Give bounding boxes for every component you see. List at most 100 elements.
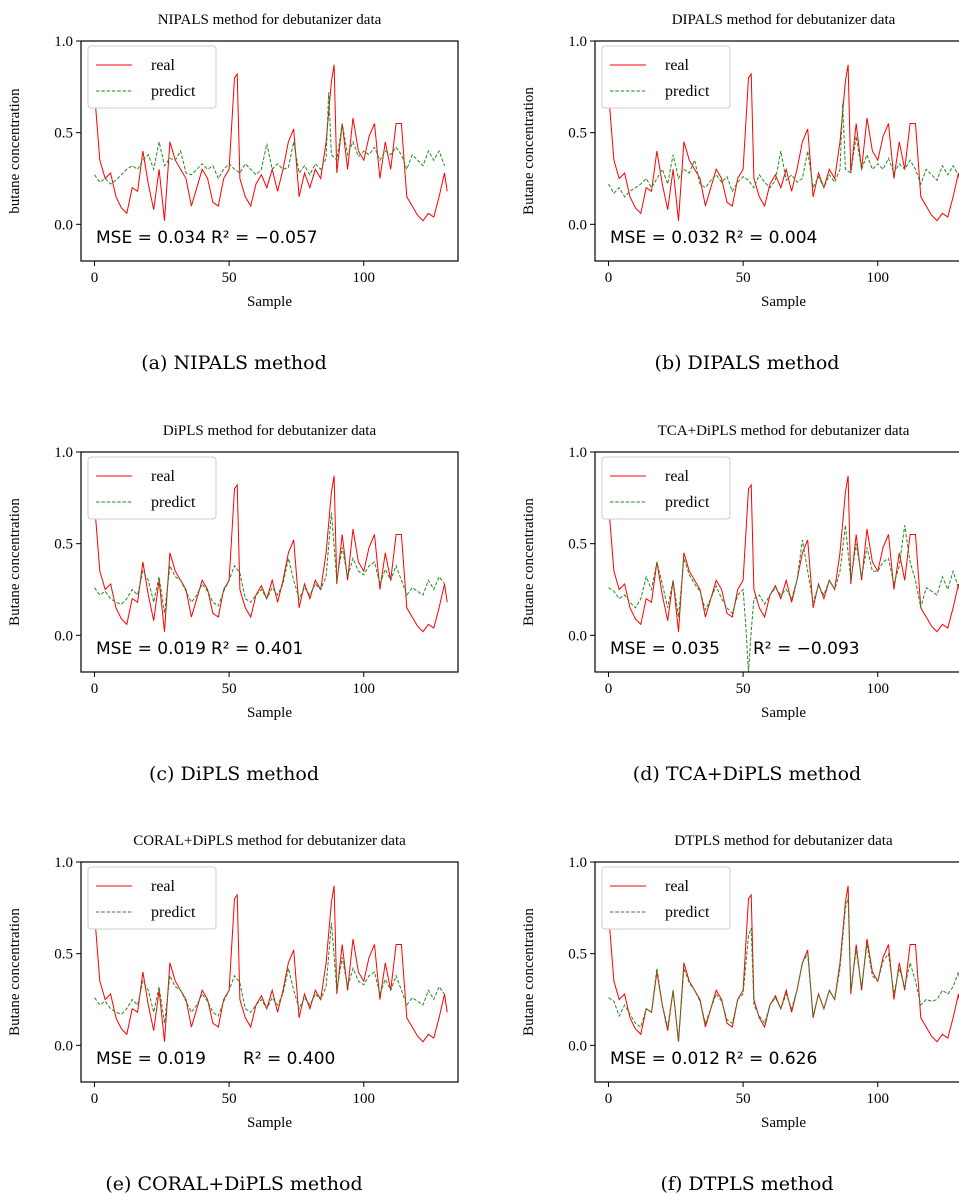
legend-label-real: real xyxy=(665,878,690,895)
chart-title: NIPALS method for debutanizer data xyxy=(158,12,382,28)
y-axis-label: butane concentration xyxy=(7,88,23,214)
chart-panel-e: CORAL+DiPLS method for debutanizer data 0… xyxy=(7,833,459,1194)
y-tick-label: 0.5 xyxy=(568,537,587,553)
legend-box xyxy=(601,456,731,520)
y-tick-label: 1.0 xyxy=(54,34,73,50)
y-tick-label: 0.5 xyxy=(568,947,587,963)
x-tick-label: 0 xyxy=(605,681,613,697)
y-tick-label: 0.0 xyxy=(54,217,73,233)
r2-annotation: R² = 0.401 xyxy=(211,639,303,659)
chart-title: CORAL+DiPLS method for debutanizer data xyxy=(133,833,406,849)
mse-annotation: MSE = 0.019 xyxy=(96,1049,206,1069)
x-tick-label: 100 xyxy=(353,1091,376,1107)
legend: real predict xyxy=(601,45,731,109)
series-line-predict xyxy=(94,922,445,1024)
legend-box xyxy=(601,866,731,930)
legend-label-real: real xyxy=(151,878,176,895)
panel-caption: (b) DIPALS method xyxy=(655,352,840,374)
y-tick-label: 0.0 xyxy=(568,1038,587,1054)
mse-annotation: MSE = 0.019 xyxy=(96,639,206,659)
x-tick-label: 0 xyxy=(91,681,99,697)
chart-panel-a: NIPALS method for debutanizer data 0 50 100… xyxy=(7,12,459,374)
y-tick-label: 0.5 xyxy=(54,537,73,553)
axes-frame xyxy=(594,40,959,262)
x-tick-label: 0 xyxy=(605,1091,613,1107)
x-tick-label: 50 xyxy=(736,270,751,286)
r2-annotation: R² = −0.057 xyxy=(211,228,318,248)
legend-label-real: real xyxy=(665,468,690,485)
x-tick-label: 50 xyxy=(736,681,751,697)
legend-box xyxy=(87,456,217,520)
x-tick-label: 100 xyxy=(867,270,890,286)
y-axis-label: Butane concentration xyxy=(521,908,537,1036)
x-tick-label: 0 xyxy=(91,1091,99,1107)
chart-panel-f: DTPLS method for debutanizer data 0 50 100 0… xyxy=(521,833,959,1194)
r2-annotation: R² = −0.093 xyxy=(753,639,860,659)
y-tick-label: 1.0 xyxy=(54,855,73,871)
x-tick-label: 100 xyxy=(353,270,376,286)
x-axis-label: Sample xyxy=(761,294,806,310)
mse-annotation: MSE = 0.032 xyxy=(610,228,720,248)
x-axis-label: Sample xyxy=(761,705,806,721)
legend-label-predict: predict xyxy=(665,904,710,921)
r2-annotation: R² = 0.400 xyxy=(243,1049,335,1069)
legend-label-real: real xyxy=(151,57,176,74)
chart-title: DiPLS method for debutanizer data xyxy=(163,423,377,439)
series-line-real xyxy=(608,475,959,633)
y-tick-label: 1.0 xyxy=(568,855,587,871)
x-tick-label: 100 xyxy=(353,681,376,697)
y-tick-label: 0.5 xyxy=(54,126,73,142)
r2-annotation: R² = 0.004 xyxy=(725,228,817,248)
legend-label-real: real xyxy=(665,57,690,74)
x-tick-label: 50 xyxy=(222,270,237,286)
series-line-predict xyxy=(94,92,445,185)
axes-frame xyxy=(80,451,459,673)
x-tick-label: 100 xyxy=(867,681,890,697)
panel-caption: (d) TCA+DiPLS method xyxy=(633,763,861,785)
legend-label-predict: predict xyxy=(151,83,196,100)
x-axis-label: Sample xyxy=(247,705,292,721)
series-line-predict xyxy=(608,103,959,198)
legend: real predict xyxy=(87,456,217,520)
chart-panel-c: DiPLS method for debutanizer data 0 50 100 0… xyxy=(7,423,459,785)
y-axis-label: Butane concentration xyxy=(521,498,537,626)
legend: real predict xyxy=(601,456,731,520)
y-tick-label: 0.0 xyxy=(568,628,587,644)
series-line-real xyxy=(608,64,959,222)
legend-box xyxy=(87,866,217,930)
legend: real predict xyxy=(601,866,731,930)
series-line-predict xyxy=(608,525,959,672)
axes-frame xyxy=(594,861,959,1083)
legend: real predict xyxy=(87,866,217,930)
mse-annotation: MSE = 0.035 xyxy=(610,639,720,659)
y-tick-label: 0.0 xyxy=(54,1038,73,1054)
x-tick-label: 50 xyxy=(222,1091,237,1107)
series-line-predict xyxy=(608,898,959,1042)
axes-frame xyxy=(80,861,459,1083)
legend-label-predict: predict xyxy=(665,83,710,100)
x-tick-label: 0 xyxy=(605,270,613,286)
panel-caption: (c) DiPLS method xyxy=(149,763,319,785)
panel-caption: (e) CORAL+DiPLS method xyxy=(105,1173,362,1194)
chart-panel-b: DIPALS method for debutanizer data 0 50 100… xyxy=(521,12,959,374)
legend-label-predict: predict xyxy=(151,904,196,921)
y-axis-label: Butane concentration xyxy=(7,908,23,1036)
x-tick-label: 50 xyxy=(736,1091,751,1107)
chart-panel-d: TCA+DiPLS method for debutanizer data 0 50… xyxy=(521,423,959,785)
legend-box xyxy=(601,45,731,109)
x-tick-label: 50 xyxy=(222,681,237,697)
chart-title: TCA+DiPLS method for debutanizer data xyxy=(658,423,910,439)
axes-frame xyxy=(594,451,959,673)
series-line-real xyxy=(94,475,448,633)
y-axis-label: Butane concentration xyxy=(521,87,537,215)
r2-annotation: R² = 0.626 xyxy=(725,1049,817,1069)
legend-label-predict: predict xyxy=(151,494,196,511)
x-tick-label: 0 xyxy=(91,270,99,286)
legend-box xyxy=(87,45,217,109)
panel-caption: (f) DTPLS method xyxy=(661,1173,834,1194)
series-line-real xyxy=(94,885,448,1043)
chart-title: DTPLS method for debutanizer data xyxy=(674,833,893,849)
chart-title: DIPALS method for debutanizer data xyxy=(672,12,896,28)
